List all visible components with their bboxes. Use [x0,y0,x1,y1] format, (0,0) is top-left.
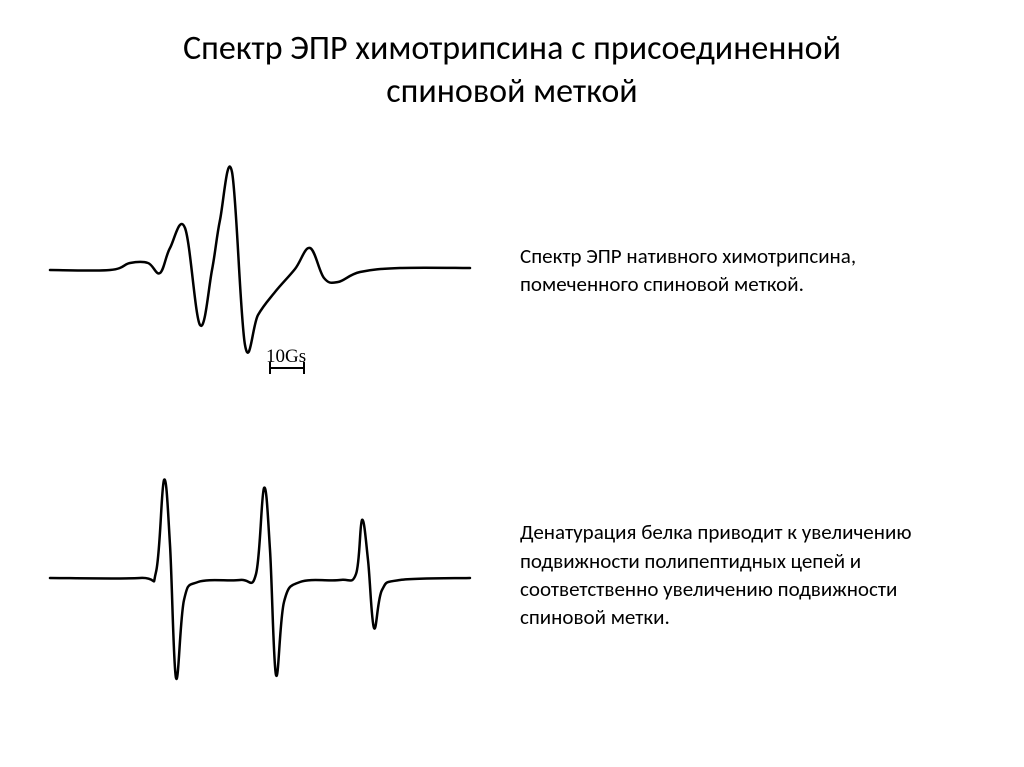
scale-label: 10Gs [266,346,306,368]
spectrum2-chart [0,450,520,700]
row-native-spectrum: 10Gs Спектр ЭПР нативного химотрипсина, … [0,150,1024,390]
row-denatured-spectrum: Денатурация белка приводит к увеличению … [0,450,1024,700]
title-line1: Спектр ЭПР химотрипсина с присоединенной [183,28,841,69]
title-line2: спиновой меткой [386,71,637,112]
caption-native: Спектр ЭПР нативного химотрипсина, помеч… [520,242,1024,299]
spectrum2-svg [0,450,520,700]
caption-denatured: Денатурация белка приводит к увеличению … [520,518,1024,631]
spectrum1-svg [0,150,520,390]
page-title: Спектр ЭПР химотрипсина с присоединенной… [0,0,1024,113]
spectrum1-chart: 10Gs [0,150,520,390]
